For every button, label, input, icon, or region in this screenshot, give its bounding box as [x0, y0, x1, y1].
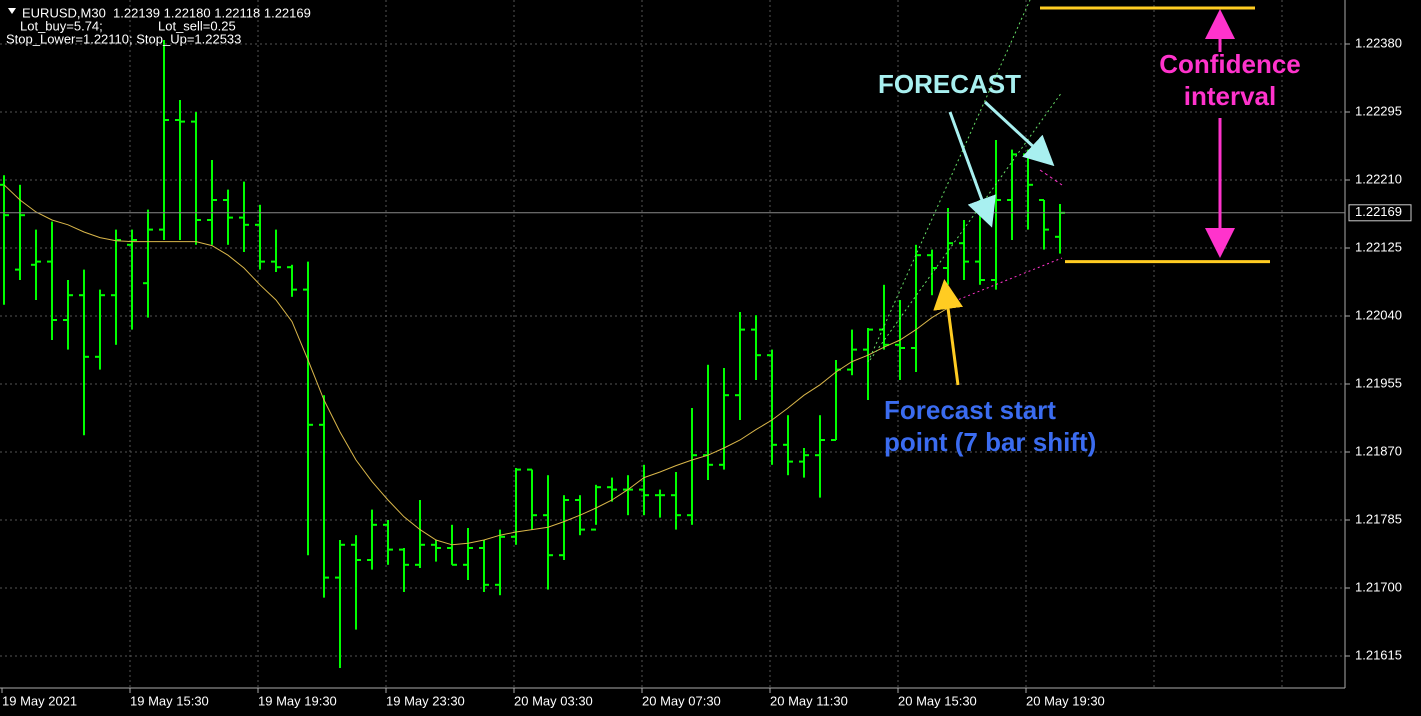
- y-tick-label: 1.22125: [1355, 239, 1402, 254]
- y-tick-label: 1.22295: [1355, 103, 1402, 118]
- annotation-start-point: Forecast start point (7 bar shift): [884, 395, 1097, 457]
- forecast-line: [867, 0, 1031, 363]
- forecast-line: [869, 91, 1063, 361]
- arrow: [933, 279, 963, 386]
- x-tick-label: 19 May 23:30: [386, 693, 465, 708]
- y-tick-label: 1.21870: [1355, 443, 1402, 458]
- y-tick-label: 1.22210: [1355, 171, 1402, 186]
- arrow: [948, 111, 996, 228]
- x-tick-label: 20 May 11:30: [770, 693, 848, 708]
- annotation-confidence: Confidence interval: [1159, 49, 1301, 111]
- x-tick-label: 20 May 19:30: [1026, 693, 1105, 708]
- forecast-line: [1039, 169, 1063, 186]
- y-tick-label: 1.22040: [1355, 307, 1402, 322]
- x-tick-label: 20 May 07:30: [642, 693, 721, 708]
- y-tick-label: 1.21785: [1355, 511, 1402, 526]
- x-tick-label: 20 May 15:30: [898, 693, 977, 708]
- y-tick-label: 1.21955: [1355, 375, 1402, 390]
- x-tick-label: 19 May 2021: [2, 693, 77, 708]
- y-tick-label: 1.22380: [1355, 35, 1402, 50]
- current-price-label: 1.22169: [1355, 204, 1402, 219]
- collapse-icon[interactable]: [8, 8, 16, 14]
- arrow: [983, 100, 1055, 167]
- forecast-line: [944, 257, 1063, 306]
- annotation-forecast: FORECAST: [878, 69, 1021, 99]
- x-tick-label: 20 May 03:30: [514, 693, 593, 708]
- header-lot-sell: Lot_sell=0.25: [158, 18, 236, 33]
- header-symbol: EURUSD,M30 1.22139 1.22180 1.22118 1.221…: [22, 5, 311, 20]
- y-tick-label: 1.21700: [1355, 579, 1402, 594]
- current-price-box: [1348, 204, 1412, 222]
- x-tick-label: 19 May 15:30: [130, 693, 209, 708]
- header-stops: Stop_Lower=1.22110; Stop_Up=1.22533: [6, 31, 241, 46]
- moving-average: [3, 184, 949, 546]
- y-tick-label: 1.21615: [1355, 647, 1402, 662]
- x-tick-label: 19 May 19:30: [258, 693, 337, 708]
- header-lot-buy: Lot_buy=5.74;: [20, 18, 103, 33]
